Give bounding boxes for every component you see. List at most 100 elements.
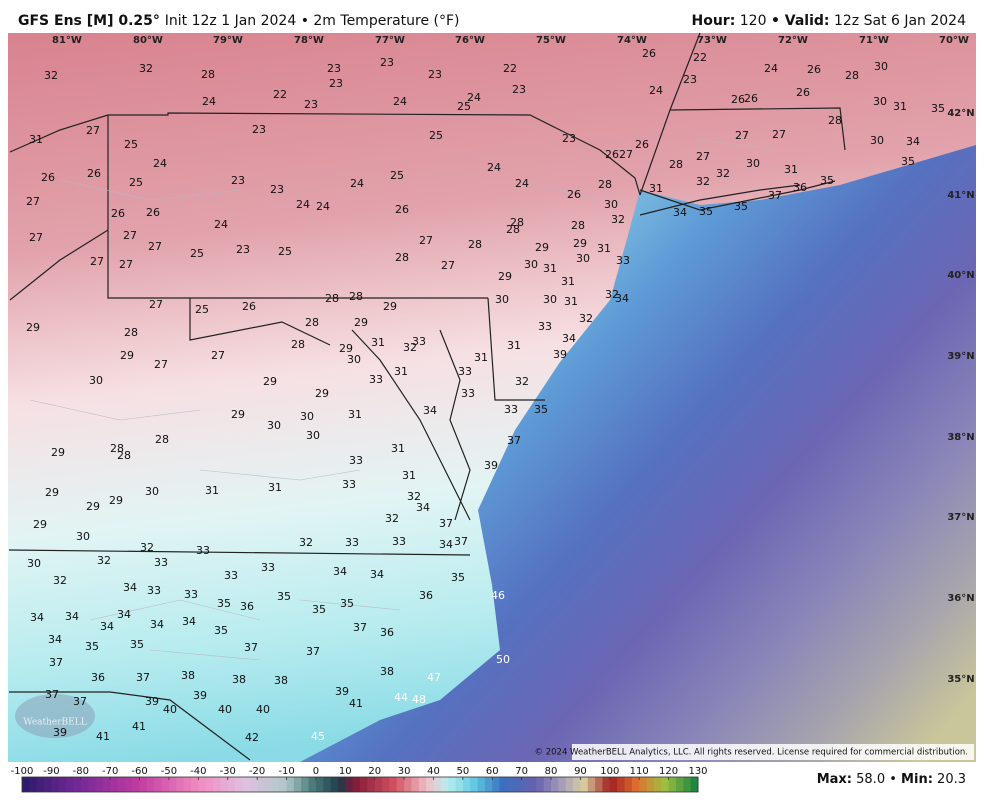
colorbar-swatch: [661, 777, 670, 792]
station-value: 32: [385, 512, 399, 525]
station-value: 40: [163, 703, 177, 716]
station-value: 28: [510, 216, 524, 229]
colorbar-swatch: [631, 777, 640, 792]
colorbar-swatch: [315, 777, 324, 792]
station-value: 26: [41, 171, 55, 184]
station-value: 22: [693, 51, 707, 64]
station-value: 27: [148, 240, 162, 253]
colorbar-swatch: [551, 777, 559, 792]
station-value: 23: [380, 56, 394, 69]
colorbar-swatch: [389, 777, 398, 792]
station-value: 24: [487, 161, 501, 174]
station-value: 29: [339, 342, 353, 355]
station-value: 34: [48, 633, 62, 646]
colorbar-tick-label: 30: [398, 766, 411, 777]
station-value: 23: [236, 243, 250, 256]
station-value: 31: [564, 295, 578, 308]
colorbar-swatch: [95, 777, 104, 792]
colorbar-swatch: [102, 777, 111, 792]
colorbar-swatch: [455, 777, 464, 792]
station-value: 38: [181, 669, 195, 682]
colorbar-swatch: [675, 777, 684, 792]
station-value: 33: [458, 365, 472, 378]
station-value: 33: [538, 320, 552, 333]
station-value: 29: [51, 446, 65, 459]
station-value: 31: [561, 275, 575, 288]
station-value: 36: [91, 671, 105, 684]
station-value: 37: [45, 688, 59, 701]
colorbar-swatch: [558, 777, 567, 792]
colorbar-tick-label: 70: [515, 766, 528, 777]
station-value: 29: [45, 486, 59, 499]
longitude-label: 80°W: [133, 35, 163, 46]
latitude-label: 39°N: [947, 351, 974, 362]
station-value: 27: [86, 124, 100, 137]
station-value: 27: [211, 349, 225, 362]
colorbar-tick-label: -80: [73, 766, 89, 777]
colorbar-swatch: [124, 777, 133, 792]
station-value: 26: [395, 203, 409, 216]
station-value: 33: [616, 254, 630, 267]
station-value: 31: [893, 100, 907, 113]
station-value: 27: [419, 234, 433, 247]
colorbar-swatch: [279, 777, 288, 792]
colorbar-swatch: [514, 777, 523, 792]
longitude-label: 73°W: [697, 35, 727, 46]
station-value: 32: [716, 167, 730, 180]
station-value: 38: [380, 665, 394, 678]
colorbar-tick-label: -70: [102, 766, 118, 777]
station-value: 33: [147, 584, 161, 597]
max-label: Max:: [817, 772, 852, 787]
colorbar-swatch: [154, 777, 163, 792]
station-value: 25: [195, 303, 209, 316]
colorbar-swatch: [536, 777, 545, 792]
station-value: 33: [154, 556, 168, 569]
station-value: 35: [277, 590, 291, 603]
station-value: 28: [349, 290, 363, 303]
station-value: 26: [87, 167, 101, 180]
station-value: 26: [567, 188, 581, 201]
station-value: 32: [97, 554, 111, 567]
station-value: 32: [407, 490, 421, 503]
colorbar-swatch: [110, 777, 119, 792]
colorbar-tick-label: 60: [486, 766, 499, 777]
colorbar-swatch: [330, 777, 339, 792]
colorbar-swatch: [382, 777, 390, 792]
station-value: 31: [649, 182, 663, 195]
max: 58.0: [856, 772, 885, 787]
station-value: 29: [573, 237, 587, 250]
colorbar-swatch: [205, 777, 214, 792]
station-value: 34: [182, 615, 196, 628]
station-value: 22: [273, 88, 287, 101]
colorbar-swatch: [580, 777, 589, 792]
station-value: 35: [340, 597, 354, 610]
colorbar-swatch: [404, 777, 412, 792]
colorbar-swatch: [499, 777, 508, 792]
colorbar-frame: [21, 776, 699, 793]
station-value: 29: [263, 375, 277, 388]
station-value: 38: [274, 674, 288, 687]
station-value: 26: [796, 86, 810, 99]
station-value: 37: [454, 535, 468, 548]
colorbar-tick-label: 10: [339, 766, 352, 777]
station-value: 24: [202, 95, 216, 108]
station-value: 27: [90, 255, 104, 268]
station-value: 31: [391, 442, 405, 455]
colorbar-tick-label: 110: [630, 766, 649, 777]
colorbar-swatch: [345, 777, 354, 792]
station-value: 41: [349, 697, 363, 710]
station-value: 32: [696, 175, 710, 188]
station-value: 40: [256, 703, 270, 716]
colorbar-swatch: [22, 777, 30, 792]
station-value: 24: [296, 198, 310, 211]
colorbar-swatch: [132, 777, 141, 792]
stats: Max: 58.0 • Min: 20.3: [817, 772, 966, 787]
station-value: 26: [146, 206, 160, 219]
colorbar-swatch: [58, 777, 67, 792]
subtitle: Init 12z 1 Jan 2024 • 2m Temperature (°F…: [165, 13, 460, 29]
station-value: 33: [412, 335, 426, 348]
copyright-box: [572, 744, 974, 760]
colorbar-tick-label: -10: [278, 766, 294, 777]
station-value: 25: [429, 129, 443, 142]
longitude-label: 71°W: [859, 35, 889, 46]
